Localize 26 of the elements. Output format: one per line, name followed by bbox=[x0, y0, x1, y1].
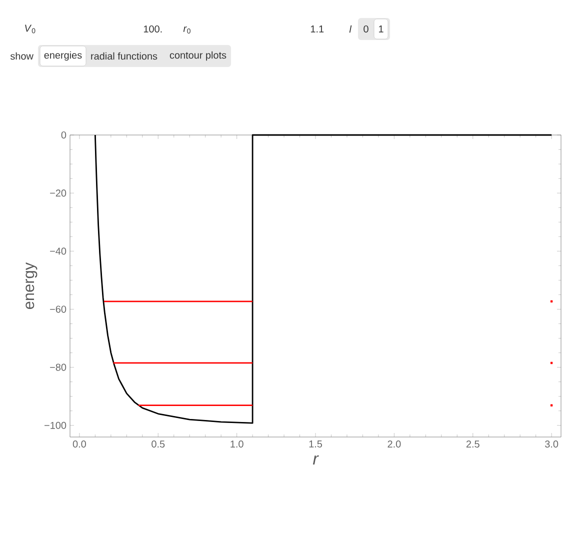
text: radial functions bbox=[91, 52, 158, 60]
text: 1.1 bbox=[310, 26, 324, 32]
y-tick-label: −40 bbox=[50, 248, 66, 255]
text: r$_{0}$ bbox=[183, 26, 190, 34]
y-tick-label: −80 bbox=[50, 364, 66, 371]
x-tick-label: 0.0 bbox=[72, 440, 86, 448]
text: 1 bbox=[379, 26, 384, 32]
x-tick-label: 2.5 bbox=[466, 440, 480, 448]
x-tick-label: 3.0 bbox=[545, 440, 558, 448]
y-tick-label: −100 bbox=[44, 422, 66, 429]
x-tick-label: 0.5 bbox=[152, 440, 165, 448]
text: 0 bbox=[364, 25, 368, 33]
x-tick-label: 2.0 bbox=[388, 440, 401, 448]
text: contour plots bbox=[170, 51, 226, 61]
text: show bbox=[10, 52, 34, 60]
text: energies bbox=[44, 51, 82, 61]
y-tick-label: −20 bbox=[50, 190, 66, 197]
text: 100. bbox=[144, 25, 162, 33]
y-tick-label: −60 bbox=[50, 306, 66, 313]
y-tick-label: 0 bbox=[61, 131, 66, 139]
x-tick-label: 1.0 bbox=[230, 440, 244, 448]
text: V$_{0}$ bbox=[25, 24, 36, 34]
y-axis-title: energy bbox=[26, 262, 38, 309]
x-tick-label: 1.5 bbox=[309, 440, 322, 448]
text: l bbox=[349, 25, 352, 33]
x-axis-title: r bbox=[312, 455, 319, 465]
